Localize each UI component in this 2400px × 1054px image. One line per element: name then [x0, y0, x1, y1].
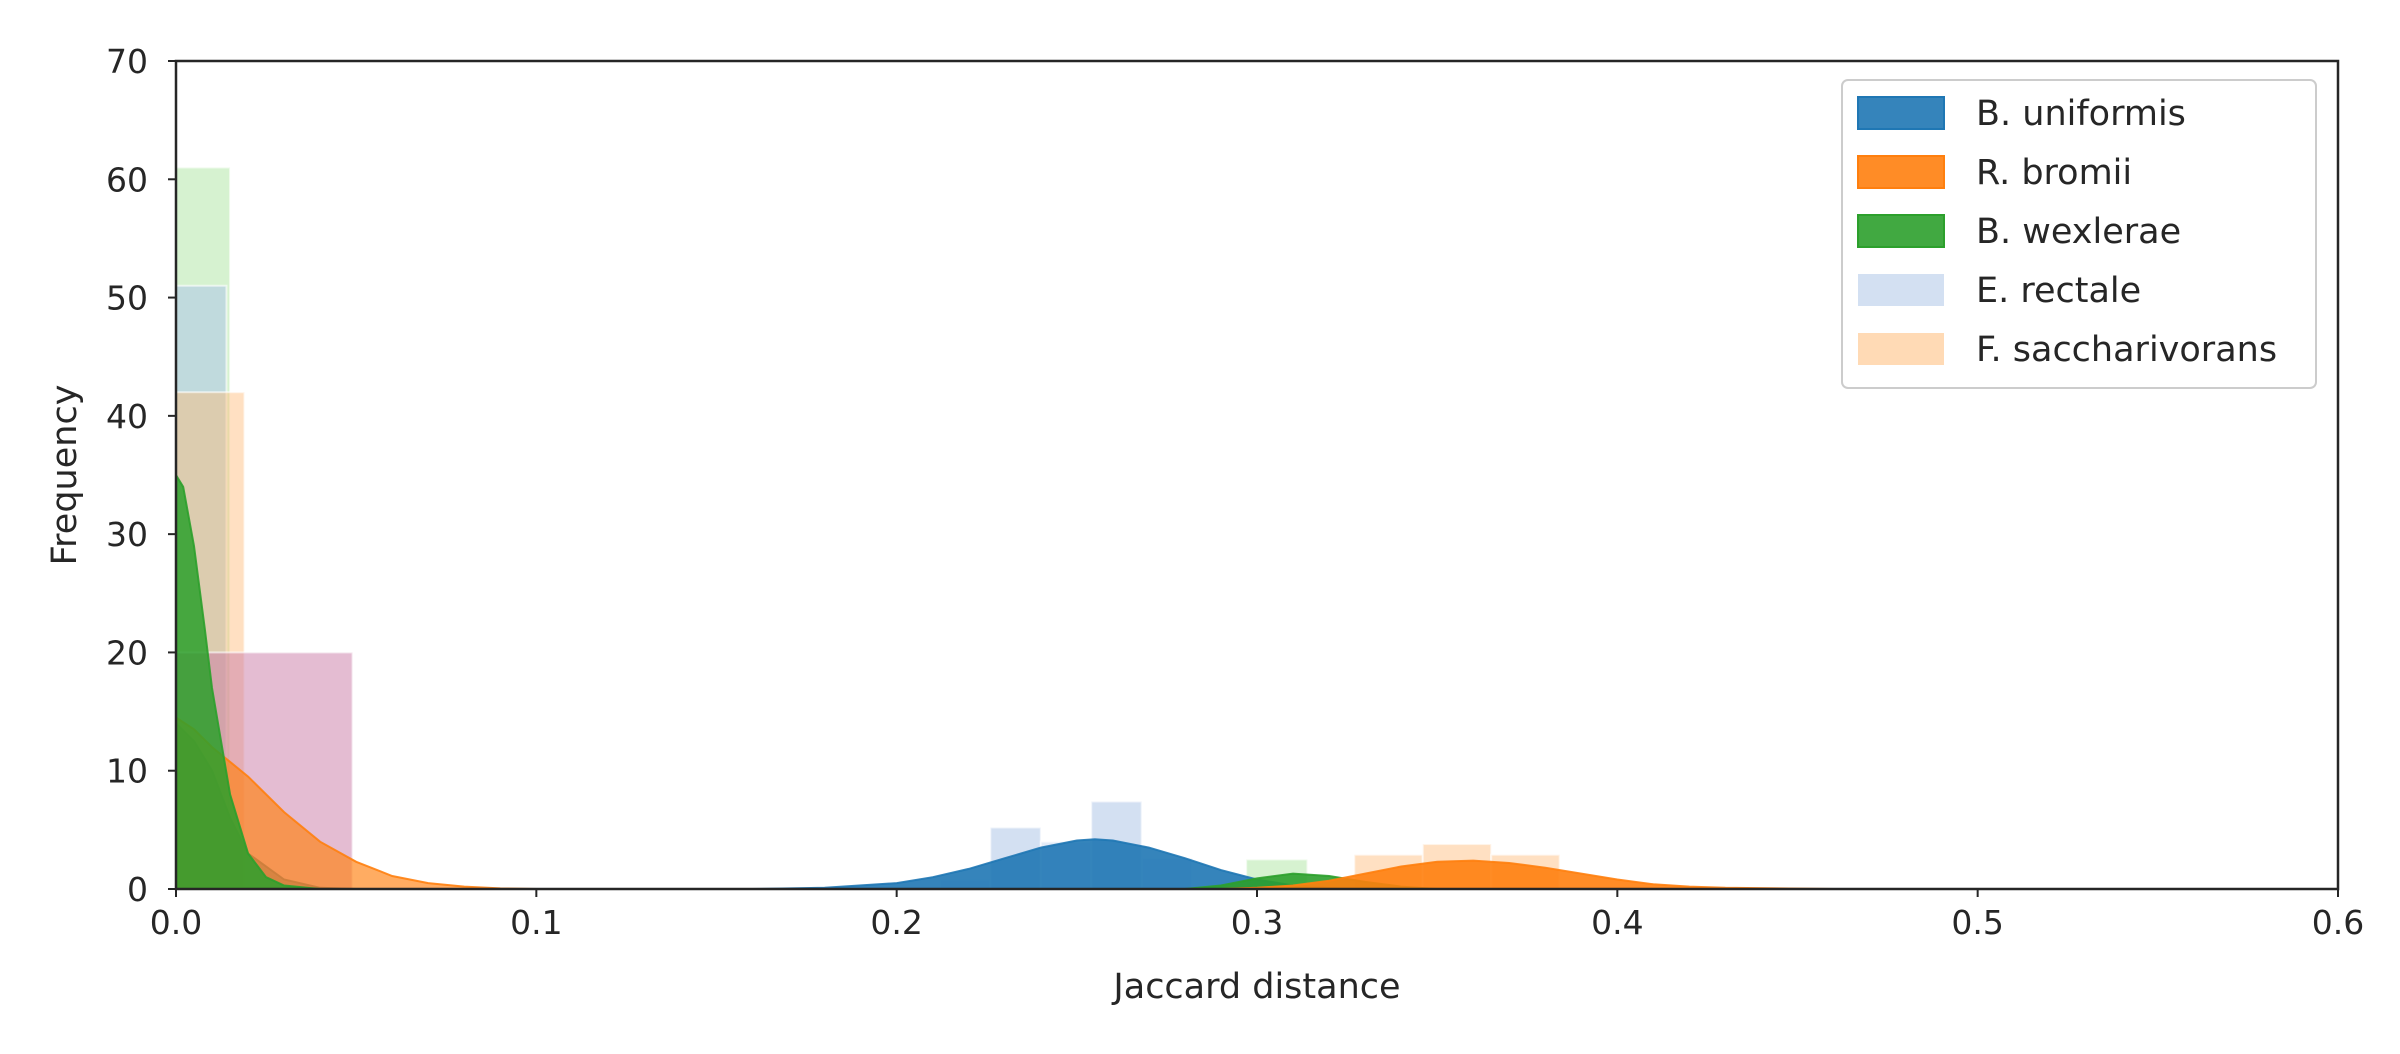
x-tick-label: 0.1: [510, 903, 562, 942]
legend-swatch: [1857, 214, 1945, 248]
y-tick-label: 30: [106, 515, 148, 554]
x-tick-label: 0.2: [870, 903, 922, 942]
y-tick-label: 20: [106, 633, 148, 672]
x-tick-label: 0.6: [2312, 903, 2364, 942]
legend-swatch: [1857, 96, 1945, 130]
legend-box: [1841, 79, 2317, 389]
legend-label: B. uniformis: [1976, 94, 2186, 134]
y-tick-label: 40: [106, 397, 148, 436]
legend-items: B. uniformis R. bromii B. wexlerae E. recta…: [1857, 94, 2277, 370]
legend-swatch: [1857, 155, 1945, 189]
y-axis-ticks: 0 10 20 30 40 50 60 70: [106, 42, 176, 909]
x-axis-ticks: 0.0 0.1 0.2 0.3 0.4 0.5 0.6: [150, 889, 2364, 942]
x-tick-label: 0.0: [150, 903, 202, 942]
legend-swatch: [1858, 274, 1944, 306]
y-axis-title: Frequency: [45, 385, 85, 566]
y-tick-label: 60: [106, 160, 148, 199]
legend-label: B. wexlerae: [1976, 212, 2181, 252]
x-tick-label: 0.4: [1591, 903, 1643, 942]
y-tick-label: 50: [106, 279, 148, 318]
histogram-layer: [175, 166, 1561, 891]
legend-swatch: [1858, 333, 1944, 365]
y-tick-label: 10: [106, 752, 148, 791]
x-tick-label: 0.5: [1951, 903, 2003, 942]
legend: B. uniformis R. bromii B. wexlerae E. recta…: [1841, 79, 2317, 389]
y-tick-label: 70: [106, 42, 148, 81]
legend-label: F. saccharivorans: [1976, 330, 2277, 370]
x-axis-title: Jaccard distance: [1111, 967, 1400, 1007]
legend-label: E. rectale: [1976, 271, 2141, 311]
legend-label: R. bromii: [1976, 153, 2132, 193]
y-tick-label: 0: [127, 870, 148, 909]
x-tick-label: 0.3: [1231, 903, 1283, 942]
